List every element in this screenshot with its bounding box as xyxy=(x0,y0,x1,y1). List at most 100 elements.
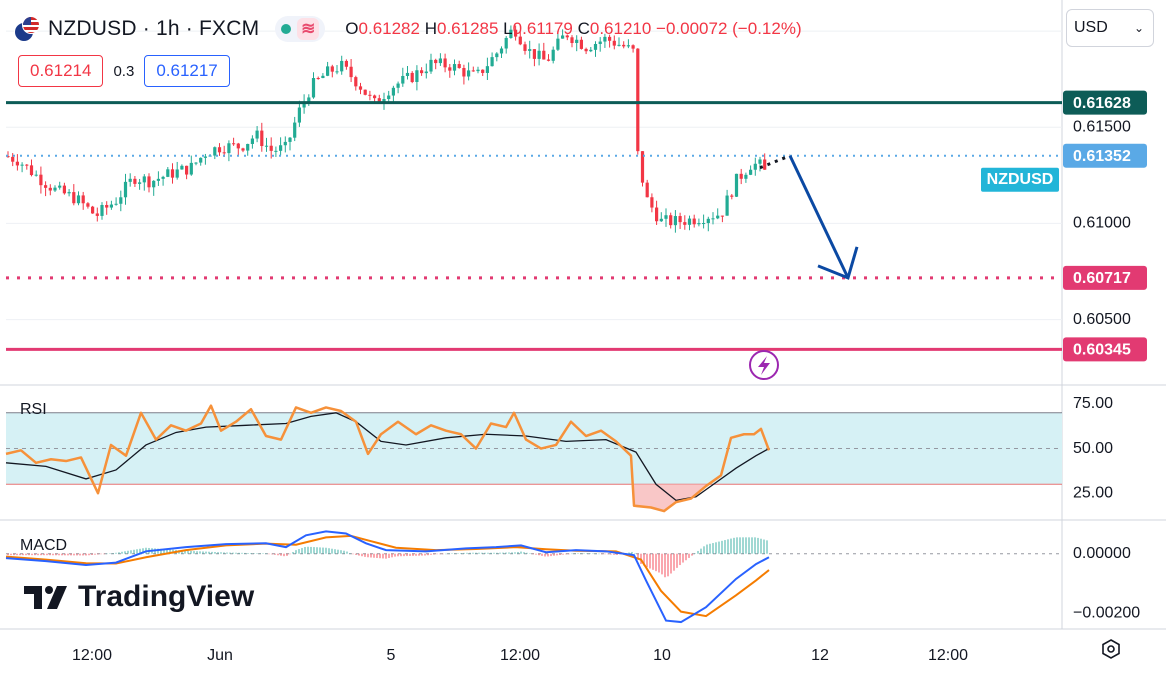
macd-histogram-bar xyxy=(220,552,222,554)
macd-histogram-bar xyxy=(289,553,291,555)
macd-histogram-bar xyxy=(472,552,474,554)
forecast-arrow[interactable] xyxy=(788,155,850,279)
currency-flags-icon xyxy=(14,16,40,42)
level-tag-label: 0.61628 xyxy=(1073,95,1131,112)
macd-histogram-bar xyxy=(433,553,435,555)
macd-histogram-bar xyxy=(163,549,165,554)
macd-histogram-bar xyxy=(115,552,117,554)
macd-histogram-bar xyxy=(703,546,705,554)
macd-histogram-bar xyxy=(724,540,726,554)
macd-histogram-bar xyxy=(604,553,606,555)
candle xyxy=(509,29,513,38)
price-tick-label: 0.61000 xyxy=(1073,215,1131,232)
market-status-pill[interactable]: ≋ xyxy=(275,16,326,42)
macd-histogram-bar xyxy=(601,553,603,555)
level-tag-label: 0.60345 xyxy=(1073,342,1131,359)
candle xyxy=(53,187,57,191)
candle xyxy=(203,156,207,158)
candle xyxy=(185,165,189,175)
candle xyxy=(377,98,381,103)
macd-histogram-bar xyxy=(67,553,69,556)
macd-histogram-bar xyxy=(421,553,423,556)
candle xyxy=(457,64,461,69)
macd-histogram-bar xyxy=(706,544,708,554)
macd-histogram-bar xyxy=(85,553,87,556)
macd-histogram-bar xyxy=(232,552,234,554)
macd-histogram-bar xyxy=(166,549,168,554)
macd-histogram-bar xyxy=(745,537,747,554)
candle xyxy=(81,195,85,204)
time-tick-label: 12 xyxy=(811,647,829,664)
candle xyxy=(655,207,659,222)
macd-histogram-bar xyxy=(169,549,171,554)
macd-histogram-bar xyxy=(337,549,339,554)
candle xyxy=(485,66,489,73)
macd-histogram-bar xyxy=(685,553,687,561)
macd-histogram-bar xyxy=(430,553,432,555)
macd-histogram-bar xyxy=(595,553,597,555)
price-change: −0.00072 (−0.12%) xyxy=(656,19,802,38)
candle xyxy=(749,169,753,175)
macd-histogram-bar xyxy=(364,553,366,557)
macd-histogram-bar xyxy=(61,553,63,556)
macd-histogram-bar xyxy=(394,553,396,557)
candle xyxy=(260,130,264,147)
macd-histogram-bar xyxy=(655,553,657,572)
macd-histogram-bar xyxy=(28,553,30,556)
macd-histogram-bar xyxy=(736,537,738,554)
macd-histogram-bar xyxy=(181,550,183,554)
macd-histogram-bar xyxy=(34,553,36,556)
gear-hexagon-icon[interactable] xyxy=(1102,639,1120,659)
candle xyxy=(283,141,287,146)
market-open-icon xyxy=(281,24,292,34)
macd-histogram-bar xyxy=(451,553,453,554)
candle xyxy=(250,138,254,144)
macd-histogram-bar xyxy=(490,552,492,554)
candle xyxy=(213,147,217,156)
rsi-tick-label: 25.00 xyxy=(1073,484,1113,501)
macd-histogram-bar xyxy=(82,553,84,556)
candle xyxy=(264,145,269,147)
macd-histogram-bar xyxy=(454,553,456,554)
macd-histogram-bar xyxy=(307,546,309,554)
macd-histogram-bar xyxy=(43,553,45,556)
macd-histogram-bar xyxy=(325,547,327,554)
candle xyxy=(44,185,48,188)
sell-button[interactable]: 0.61214 xyxy=(18,55,104,87)
macd-histogram-bar xyxy=(10,553,12,556)
macd-histogram-bar xyxy=(355,553,357,555)
macd-histogram-bar xyxy=(436,553,438,555)
candle xyxy=(358,86,363,90)
candle xyxy=(575,39,579,44)
candle xyxy=(570,37,574,44)
macd-histogram-bar xyxy=(124,551,126,554)
candle xyxy=(189,162,193,175)
candle xyxy=(199,157,203,163)
candle xyxy=(297,107,301,123)
buy-button[interactable]: 0.61217 xyxy=(144,55,230,87)
macd-histogram-bar xyxy=(40,553,42,556)
macd-histogram-bar xyxy=(721,540,723,554)
macd-histogram-bar xyxy=(19,553,21,556)
candle xyxy=(95,213,99,216)
macd-histogram-bar xyxy=(712,543,714,554)
macd-histogram-bar xyxy=(658,553,660,573)
macd-histogram-bar xyxy=(565,553,567,555)
macd-histogram-bar xyxy=(280,553,282,556)
candle xyxy=(307,97,311,102)
macd-histogram-bar xyxy=(757,537,759,554)
candle xyxy=(241,148,245,151)
candle xyxy=(490,57,494,67)
candle xyxy=(518,36,522,45)
level-tag-label: 0.61352 xyxy=(1073,148,1131,165)
candle xyxy=(467,70,471,77)
currency-select[interactable]: USD ⌄ xyxy=(1066,9,1154,47)
symbol-title[interactable]: NZDUSD · 1h · FXCM xyxy=(48,17,260,40)
macd-histogram-bar xyxy=(553,553,555,556)
candle xyxy=(396,83,400,88)
macd-histogram-bar xyxy=(499,552,501,554)
candle xyxy=(373,95,377,99)
candle xyxy=(471,70,475,72)
macd-histogram-bar xyxy=(346,551,348,554)
